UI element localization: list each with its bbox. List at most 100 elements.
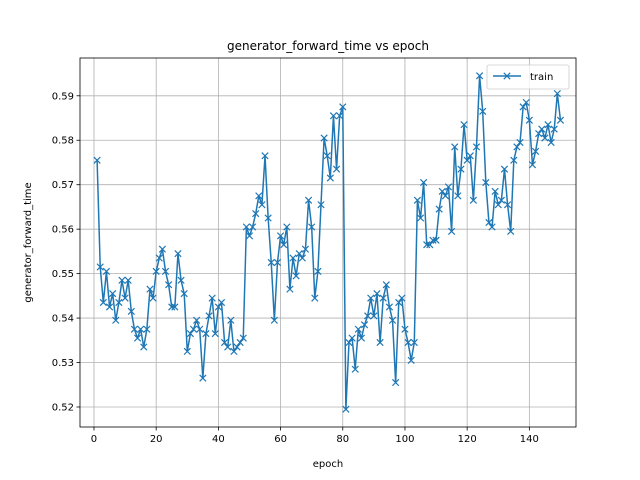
x-tick-label: 40 [212, 434, 225, 445]
y-tick-label: 0.52 [52, 402, 74, 413]
data-point [109, 290, 117, 298]
data-point [516, 138, 524, 147]
legend-box [486, 64, 570, 90]
plot-frame [79, 57, 577, 428]
data-point [183, 347, 191, 356]
data-point [245, 232, 254, 240]
data-point [342, 405, 350, 413]
data-point [118, 276, 126, 284]
data-point [410, 338, 418, 347]
data-point [308, 223, 316, 231]
data-point [236, 338, 244, 347]
data-point [133, 334, 142, 342]
data-point [115, 298, 123, 307]
data-point [295, 249, 303, 258]
data-point [432, 236, 440, 244]
data-point [491, 187, 499, 195]
data-point [127, 307, 135, 316]
data-point [441, 192, 450, 200]
data-point [544, 121, 552, 129]
data-point [438, 187, 446, 195]
data-point [230, 347, 238, 356]
data-point [379, 294, 387, 302]
data-point [541, 134, 549, 142]
data-point [255, 192, 263, 200]
data-point [298, 254, 306, 262]
data-point [531, 147, 540, 155]
data-point [469, 196, 478, 204]
x-tick-label: 0 [91, 434, 97, 445]
data-point [423, 241, 431, 249]
data-point [239, 334, 247, 342]
data-point [286, 285, 294, 293]
data-point [376, 338, 384, 347]
data-point [205, 312, 213, 320]
data-point [261, 152, 269, 160]
data-point [105, 303, 114, 311]
data-point [395, 298, 403, 307]
data-point [550, 125, 558, 133]
legend-marker-glyph [503, 72, 511, 80]
data-point [513, 143, 521, 151]
data-point [317, 201, 325, 209]
data-point [93, 156, 101, 164]
data-point [460, 121, 468, 129]
data-point [413, 196, 422, 204]
data-point [242, 223, 250, 231]
data-point [329, 112, 338, 120]
data-point [289, 254, 297, 262]
data-point [444, 183, 453, 191]
chart-title: generator_forward_time vs epoch [227, 39, 429, 53]
data-point [354, 325, 362, 333]
data-point [482, 178, 490, 187]
data-point [507, 227, 515, 236]
data-point [177, 276, 185, 284]
data-point [407, 356, 415, 364]
data-point [146, 285, 154, 293]
data-point [121, 294, 129, 302]
data-point [174, 249, 182, 258]
legend-label: train [530, 72, 553, 83]
data-point [208, 294, 216, 302]
data-point [388, 316, 397, 324]
data-point [336, 112, 344, 120]
x-tick-label: 20 [150, 434, 163, 445]
data-point [276, 232, 285, 240]
data-point [217, 298, 226, 307]
data-point [339, 103, 347, 111]
data-point [479, 107, 487, 115]
data-point [137, 325, 145, 333]
axis-ticks: 0 20 40 60 80 100 120 140 0.52 0.53 0.54 0.55 0.56 0.… [52, 91, 539, 445]
data-point [435, 205, 443, 213]
data-point [488, 223, 496, 231]
data-point [96, 263, 104, 271]
data-point [112, 316, 120, 324]
data-point [454, 192, 462, 200]
x-axis-label: epoch [313, 459, 343, 470]
y-tick-label: 0.53 [52, 358, 74, 369]
data-point [398, 294, 406, 302]
data-point [233, 343, 241, 351]
data-point [180, 290, 188, 298]
data-point [214, 303, 223, 311]
data-point [510, 156, 518, 164]
data-point [466, 152, 474, 160]
data-point [186, 330, 195, 338]
data-point [124, 276, 132, 284]
data-point [525, 116, 533, 124]
data-point [304, 196, 313, 204]
x-tick-label: 100 [395, 434, 414, 445]
data-point [547, 138, 555, 147]
data-point [99, 298, 107, 307]
data-point [364, 312, 372, 320]
y-tick-label: 0.54 [52, 314, 74, 325]
data-point [267, 258, 275, 267]
data-point [192, 316, 201, 324]
y-tick-label: 0.57 [52, 180, 74, 191]
data-point [332, 165, 341, 173]
y-tick-label: 0.58 [52, 136, 74, 147]
data-point [497, 196, 505, 204]
data-point [326, 174, 334, 182]
data-point [270, 316, 278, 324]
data-point [102, 267, 111, 276]
